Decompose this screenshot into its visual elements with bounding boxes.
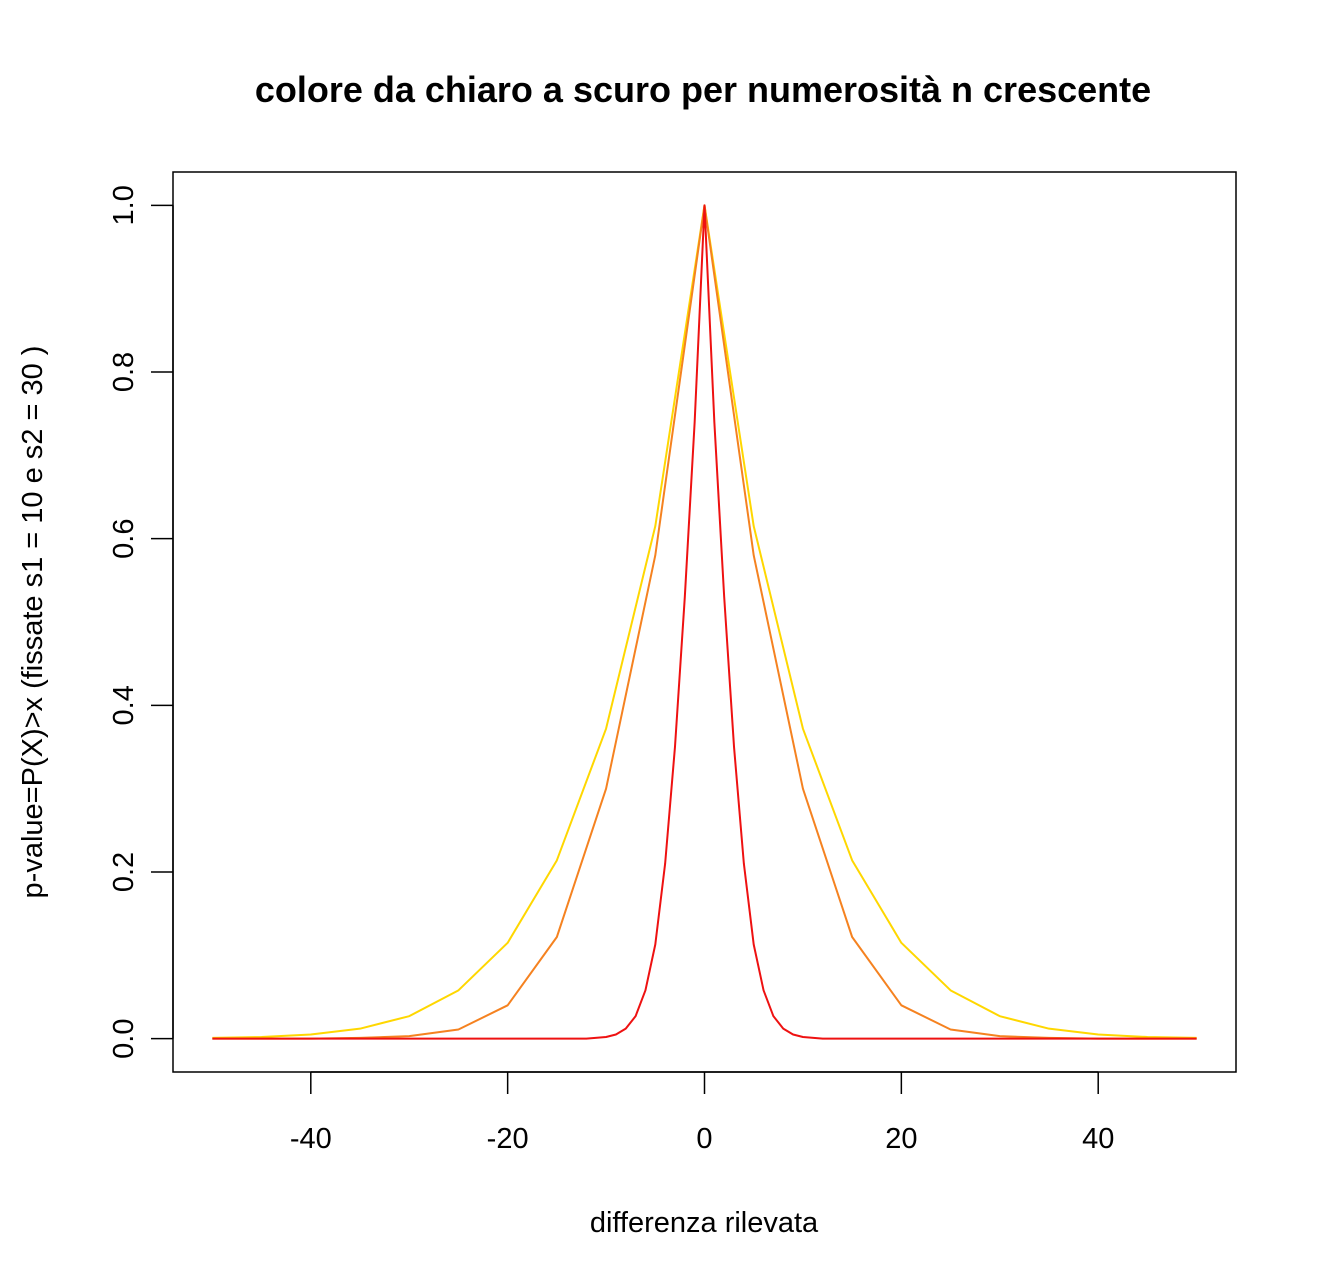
series-line-3 xyxy=(212,204,1197,1040)
x-tick-label: -20 xyxy=(487,1123,529,1155)
x-tick-label: 40 xyxy=(1082,1123,1114,1155)
chart-title: colore da chiaro a scuro per numerosità … xyxy=(255,69,1151,110)
x-tick-label: 20 xyxy=(885,1123,917,1155)
y-axis: 0.0 0.2 0.4 0.6 0.8 1.0 xyxy=(108,185,174,1059)
y-tick-label: 1.0 xyxy=(108,185,140,225)
x-axis: -40 -20 0 20 40 xyxy=(290,1071,1114,1155)
plot-frame xyxy=(172,171,1237,1073)
y-tick-label: 0.6 xyxy=(108,519,140,559)
series-line-2 xyxy=(212,204,1197,1040)
x-tick-label: -40 xyxy=(290,1123,332,1155)
x-tick-label: 0 xyxy=(696,1123,712,1155)
series-layer xyxy=(212,204,1197,1040)
x-axis-label: differenza rilevata xyxy=(590,1207,819,1239)
y-tick-label: 0.2 xyxy=(108,852,140,892)
y-tick-label: 0.8 xyxy=(108,352,140,392)
y-tick-label: 0.4 xyxy=(108,685,140,725)
series-line-1 xyxy=(212,204,1197,1039)
y-axis-label: p-value=P(X)>x (fissate s1 = 10 e s2 = 3… xyxy=(17,346,49,899)
y-tick-label: 0.0 xyxy=(108,1019,140,1059)
